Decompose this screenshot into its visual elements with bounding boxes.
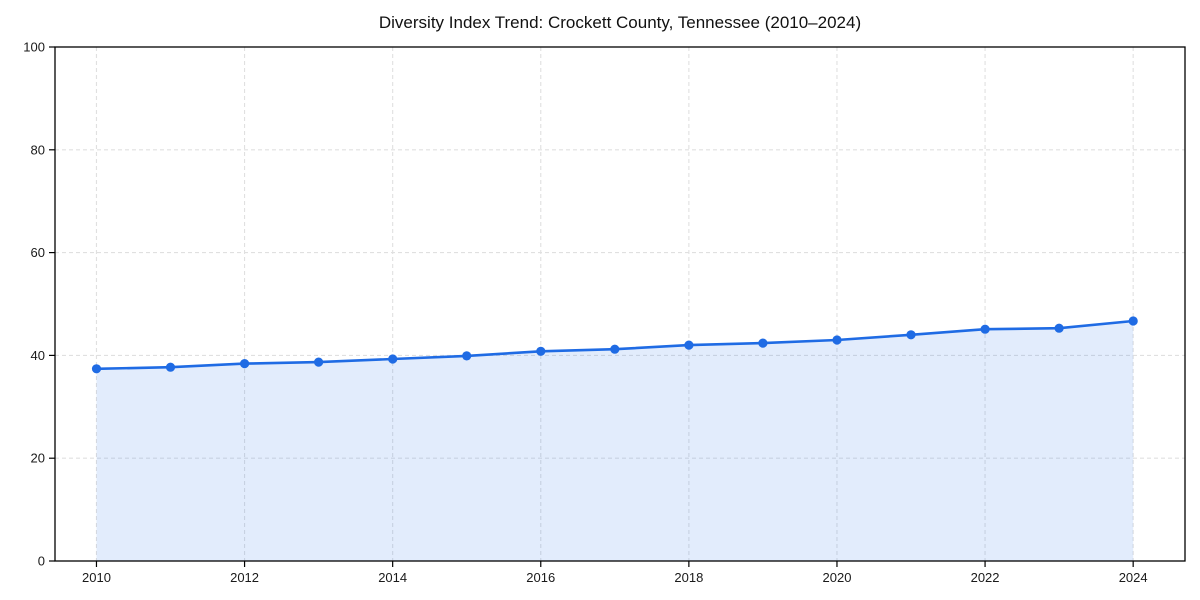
y-tick-label: 80 — [31, 142, 45, 157]
data-point — [388, 354, 398, 364]
data-point — [758, 338, 768, 348]
data-point — [832, 335, 842, 345]
plot-border — [54, 46, 1186, 562]
data-point — [91, 364, 102, 374]
x-tick-label: 2014 — [378, 570, 407, 585]
y-tick-label: 40 — [31, 348, 45, 363]
x-tick-label: 2022 — [971, 570, 1000, 585]
data-point — [980, 324, 990, 334]
data-point — [314, 357, 324, 367]
y-tick-label: 60 — [31, 245, 45, 260]
x-tick-label: 2024 — [1119, 570, 1148, 585]
data-point — [684, 340, 694, 350]
data-point — [240, 359, 250, 369]
data-point — [536, 346, 546, 356]
area-fill — [96, 321, 1134, 561]
y-tick-label: 0 — [38, 554, 45, 569]
x-tick-label: 2012 — [230, 570, 259, 585]
data-point — [462, 351, 472, 361]
x-tick-label: 2020 — [823, 570, 852, 585]
data-point — [906, 330, 916, 340]
chart-title: Diversity Index Trend: Crockett County, … — [378, 13, 862, 32]
data-point — [1054, 323, 1064, 333]
x-tick-label: 2010 — [82, 570, 111, 585]
y-tick-label: 20 — [31, 451, 45, 466]
y-tick-label: 100 — [23, 40, 45, 55]
data-point — [165, 362, 176, 372]
data-point — [610, 344, 620, 354]
x-tick-label: 2016 — [526, 570, 555, 585]
data-point — [1128, 316, 1138, 326]
x-tick-label: 2018 — [674, 570, 703, 585]
